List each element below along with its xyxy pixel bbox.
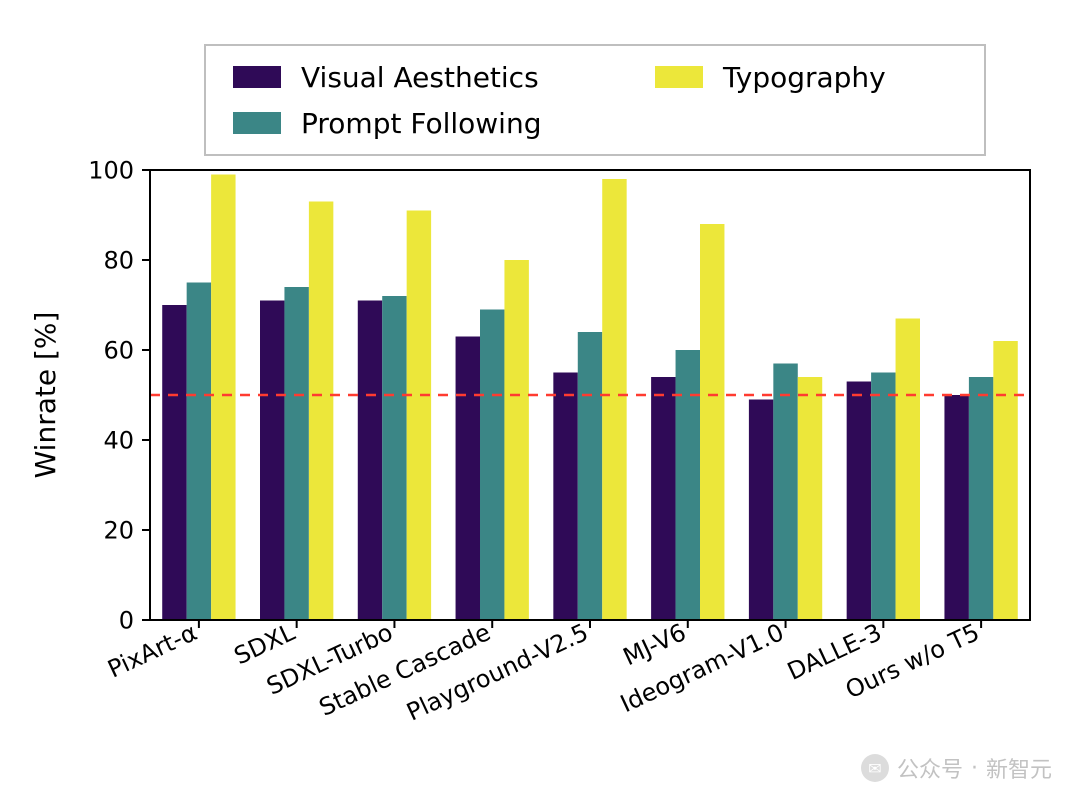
bar	[969, 377, 993, 620]
bar	[871, 373, 895, 621]
ytick-label: 80	[103, 246, 134, 274]
wechat-icon-glyph: ✉	[868, 759, 881, 778]
watermark: ✉ 公众号 · 新智元	[861, 752, 1052, 784]
wechat-icon: ✉	[861, 754, 889, 782]
legend-label: Typography	[722, 61, 886, 94]
bar	[211, 175, 235, 621]
legend-label: Visual Aesthetics	[301, 61, 539, 94]
bar	[553, 373, 577, 621]
bar	[651, 377, 675, 620]
watermark-prefix: 公众号	[897, 752, 963, 784]
bar	[480, 310, 504, 621]
bar	[284, 287, 308, 620]
bar	[749, 400, 773, 621]
watermark-separator: ·	[971, 756, 978, 781]
bar	[358, 301, 382, 621]
bar	[602, 179, 626, 620]
bar	[896, 319, 920, 621]
ytick-label: 20	[103, 516, 134, 544]
legend-swatch	[655, 66, 703, 88]
bar	[798, 377, 822, 620]
bar	[504, 260, 528, 620]
bar	[578, 332, 602, 620]
legend-label: Prompt Following	[301, 107, 541, 140]
bar	[382, 296, 406, 620]
bar	[407, 211, 431, 621]
bar	[162, 305, 186, 620]
bar	[260, 301, 284, 621]
ytick-label: 0	[119, 606, 134, 634]
bar	[700, 224, 724, 620]
watermark-name: 新智元	[986, 752, 1052, 784]
bar	[309, 202, 333, 621]
ytick-label: 40	[103, 426, 134, 454]
bar	[187, 283, 211, 621]
bar	[847, 382, 871, 621]
bar	[993, 341, 1017, 620]
bar	[456, 337, 480, 621]
legend-swatch	[233, 112, 281, 134]
ytick-label: 60	[103, 336, 134, 364]
xtick-label: Ideogram-V1.0	[616, 618, 788, 718]
bar	[676, 350, 700, 620]
ytick-label: 100	[88, 156, 134, 184]
bar	[773, 364, 797, 621]
legend-swatch	[233, 66, 281, 88]
bar	[944, 395, 968, 620]
y-axis-label: Winrate [%]	[29, 312, 62, 479]
winrate-bar-chart: 020406080100Winrate [%]PixArt-αSDXLSDXL-…	[0, 0, 1080, 802]
